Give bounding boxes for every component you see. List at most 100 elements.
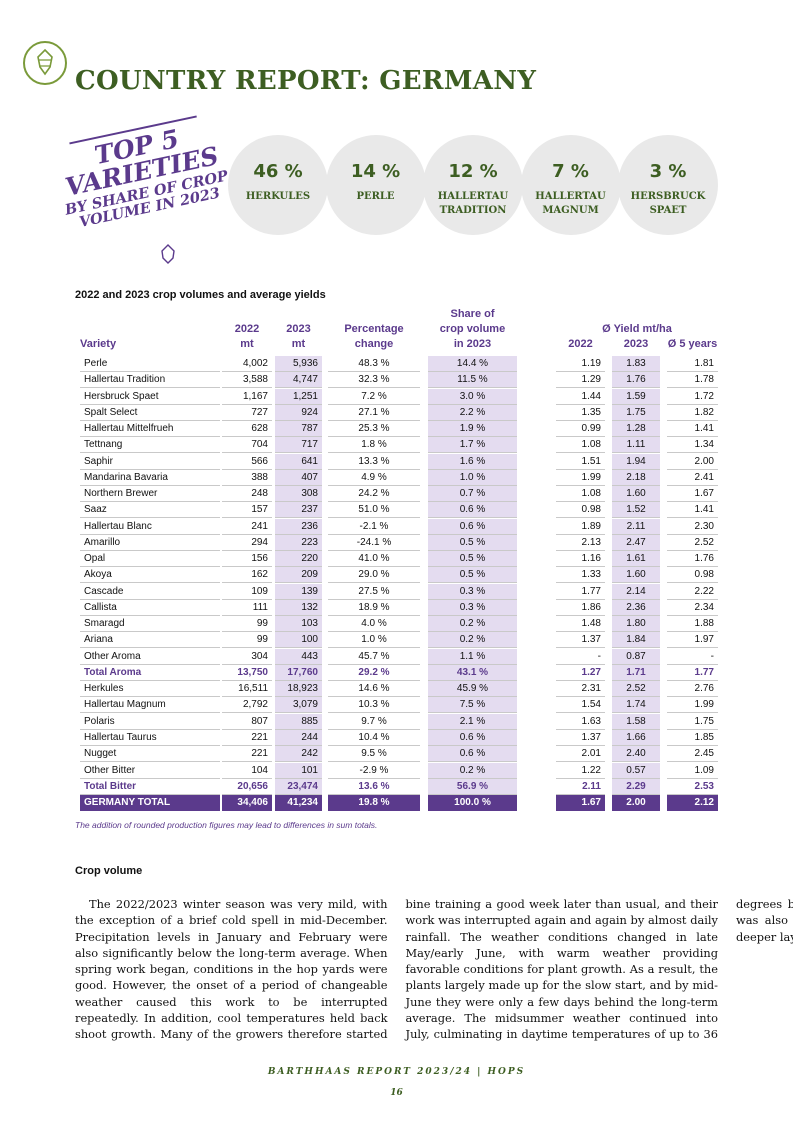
table-cell: 1.66: [612, 729, 660, 746]
column-header: 2023 mt: [286, 323, 311, 350]
column-header: Variety: [80, 338, 117, 350]
table-cell: 244: [275, 729, 322, 746]
table-cell: 1.22: [556, 763, 605, 779]
table-cell: 1.9 %: [428, 421, 517, 438]
table-cell: 18.9 %: [328, 600, 420, 616]
table-cell: 29.2 %: [328, 665, 420, 681]
table-cell: 924: [275, 404, 322, 421]
table-cell: Other Bitter: [80, 763, 220, 779]
table-cell: 100.0 %: [428, 795, 517, 812]
table-cell: 1.99: [667, 697, 718, 714]
variety-circle: 14 % PERLE: [325, 135, 426, 235]
table-cell: 99: [222, 632, 272, 649]
table-cell: 1.34: [667, 437, 718, 454]
table-cell: 156: [222, 551, 272, 568]
table-cell: 727: [222, 405, 272, 421]
table-cell: 0.3 %: [428, 599, 517, 616]
table-cell: 0.99: [556, 421, 605, 438]
table-cell: 1.72: [667, 389, 718, 405]
table-cell: 209: [275, 567, 322, 584]
table-cell: 1.71: [612, 664, 660, 681]
table-cell: 162: [222, 567, 272, 584]
table-cell: 1,251: [275, 388, 322, 405]
table-cell: 1.76: [667, 551, 718, 568]
table-cell: 885: [275, 713, 322, 730]
table-cell: 1.51: [556, 454, 605, 470]
table-cell: 13.6 %: [328, 779, 420, 795]
table-cell: 3,588: [222, 372, 272, 389]
table-cell: 220: [275, 551, 322, 568]
variety-name: PERLE: [356, 191, 395, 202]
share-value: 46 %: [253, 161, 303, 182]
table-cell: Perle: [80, 356, 220, 372]
table-cell: 2.00: [612, 795, 660, 812]
table-cell: 443: [275, 648, 322, 665]
table-cell: 2.41: [667, 470, 718, 486]
table-cell: 139: [275, 583, 322, 600]
table-cell: 2.1 %: [428, 713, 517, 730]
variety-name: HALLERTAU TRADITION: [437, 191, 509, 216]
table-cell: Ariana: [80, 632, 220, 649]
table-cell: 9.7 %: [328, 714, 420, 730]
table-cell: 1.59: [612, 388, 660, 405]
table-cell: Northern Brewer: [80, 486, 220, 503]
table-cell: 100: [275, 632, 322, 649]
table-cell: 1.75: [667, 714, 718, 730]
table-cell: 1.67: [667, 486, 718, 503]
table-cell: 2.47: [612, 534, 660, 551]
table-cell: 16,511: [222, 681, 272, 698]
table-cell: Hallertau Mittelfrueh: [80, 421, 220, 438]
share-value: 3 %: [649, 161, 687, 182]
table-cell: 1.0 %: [428, 469, 517, 486]
table-cell: Hallertau Magnum: [80, 697, 220, 714]
table-cell: Total Bitter: [80, 779, 220, 795]
variety-name: HALLERTAU MAGNUM: [535, 191, 606, 216]
table-cell: 2.18: [612, 469, 660, 486]
table-cell: 787: [275, 421, 322, 438]
table-cell: 51.0 %: [328, 502, 420, 519]
table-cell: 4,747: [275, 372, 322, 389]
table-cell: 0.2 %: [428, 762, 517, 779]
table-cell: Opal: [80, 551, 220, 568]
table-cell: GERMANY TOTAL: [80, 795, 220, 812]
table-cell: Amarillo: [80, 535, 220, 551]
variety-name: HERKULES: [245, 191, 311, 202]
table-cell: Spalt Select: [80, 405, 220, 421]
running-footer: BARTHHAAS REPORT 2023/24 | HOPS: [267, 1067, 526, 1077]
table-cell: 0.3 %: [428, 583, 517, 600]
table-cell: 25.3 %: [328, 421, 420, 438]
table-cell: 111: [222, 600, 272, 616]
table-cell: 4,002: [222, 356, 272, 372]
table-cell: 1.82: [667, 405, 718, 421]
table-cell: 241: [222, 519, 272, 535]
table-cell: 1.08: [556, 437, 605, 454]
table-cell: 717: [275, 437, 322, 454]
table-cell: 308: [275, 486, 322, 503]
table-cell: 13.3 %: [328, 454, 420, 470]
table-cell: 1.85: [667, 730, 718, 746]
table-cell: 807: [222, 714, 272, 730]
table-cell: 1.60: [612, 567, 660, 584]
table-cell: 2.40: [612, 746, 660, 763]
table-cell: 704: [222, 437, 272, 454]
table-cell: 4.0 %: [328, 616, 420, 633]
table-cell: 248: [222, 486, 272, 503]
table-cell: 1.67: [556, 795, 605, 812]
table-cell: 388: [222, 470, 272, 486]
page-number: 16: [390, 1088, 403, 1098]
table-cell: 2.34: [667, 600, 718, 616]
table-cell: 2,792: [222, 697, 272, 714]
table-cell: 2.53: [667, 779, 718, 795]
table-cell: Hallertau Taurus: [80, 730, 220, 746]
hop-icon: [161, 244, 175, 264]
table-cell: 0.98: [667, 567, 718, 584]
table-cell: 294: [222, 535, 272, 551]
table-cell: 18,923: [275, 681, 322, 698]
table-cell: 2.22: [667, 584, 718, 600]
table-cell: 2.30: [667, 519, 718, 535]
table-cell: 99: [222, 616, 272, 633]
table-cell: 13,750: [222, 665, 272, 681]
column-header: 2023: [623, 338, 649, 350]
table-cell: -2.1 %: [328, 519, 420, 535]
table-cell: Tettnang: [80, 437, 220, 454]
